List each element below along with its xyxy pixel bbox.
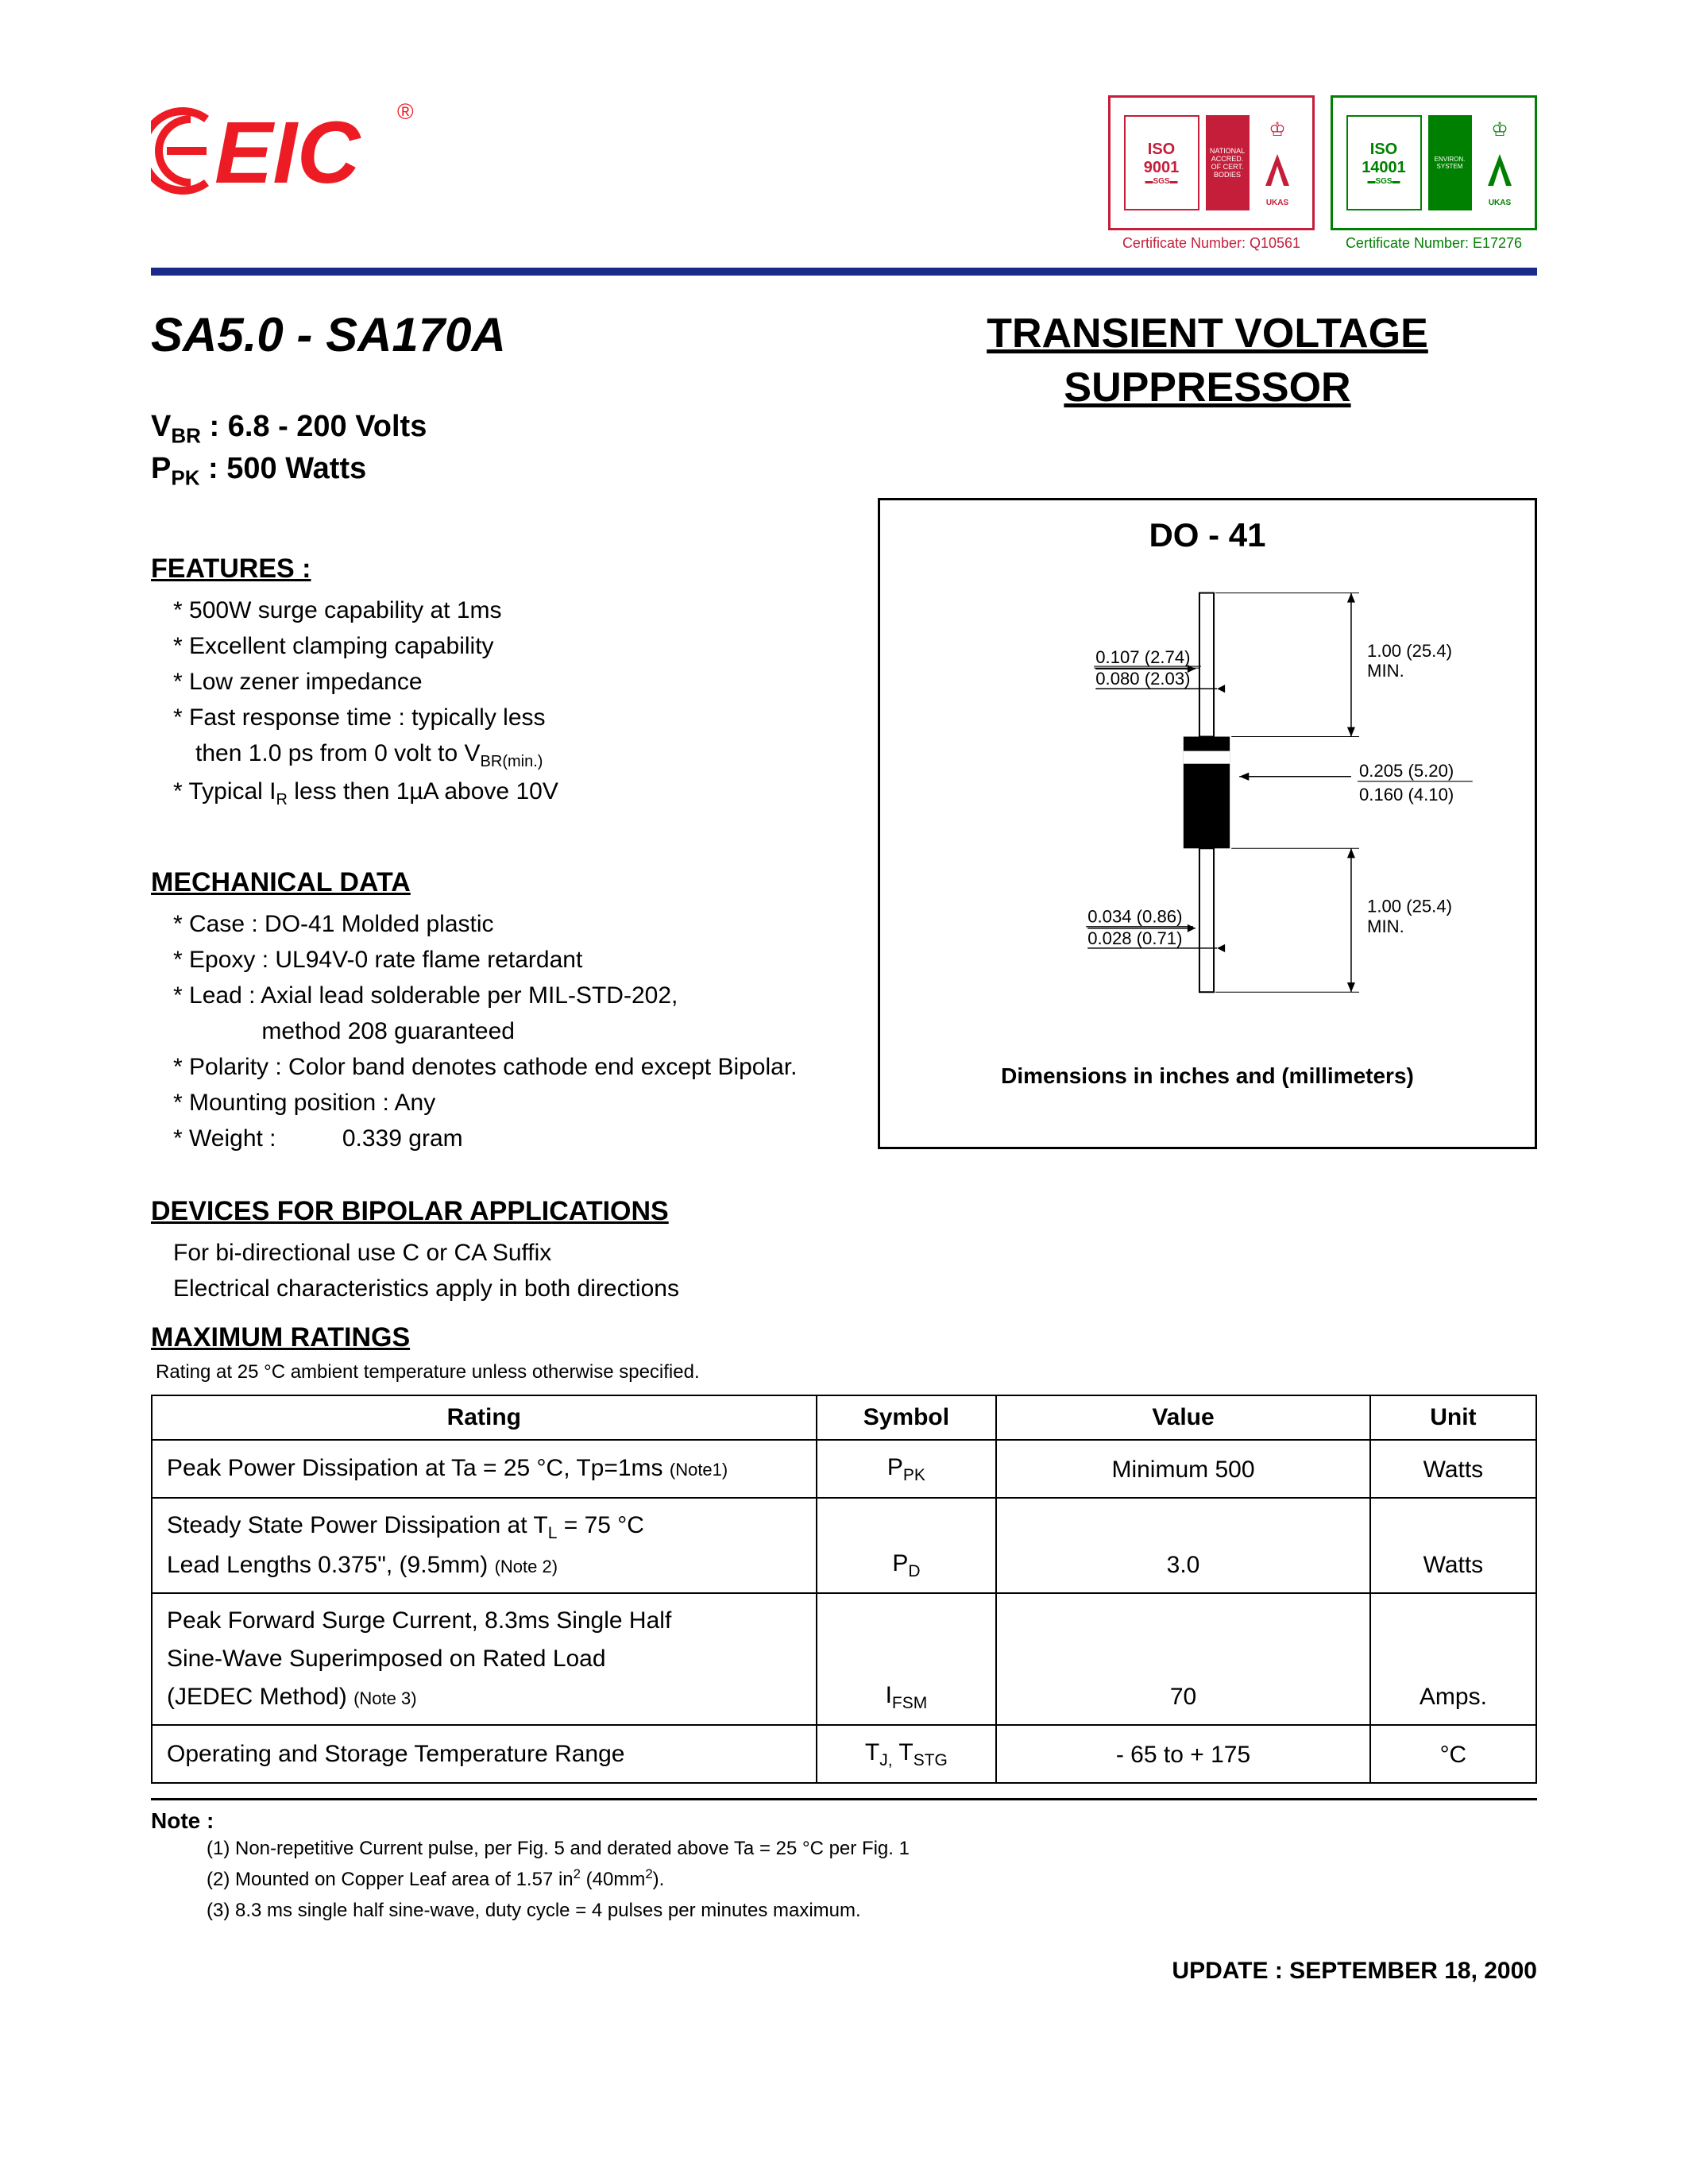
features-heading: FEATURES : xyxy=(151,554,830,585)
notes-list: (1) Non-repetitive Current pulse, per Fi… xyxy=(151,1834,1537,1926)
cell-symbol: PPK xyxy=(817,1440,997,1498)
part-number: SA5.0 - SA170A xyxy=(151,307,878,362)
col-value: Value xyxy=(996,1395,1370,1440)
cert-badges: ISO9001▬SGS▬ NATIONALACCRED.OF CERT.BODI… xyxy=(1108,95,1537,252)
list-item: * Excellent clamping capability xyxy=(151,628,830,664)
cell-value: Minimum 500 xyxy=(996,1440,1370,1498)
svg-text:0.107 (2.74): 0.107 (2.74) xyxy=(1095,647,1190,667)
features-list: * 500W surge capability at 1ms* Excellen… xyxy=(151,592,830,812)
note-item: (1) Non-repetitive Current pulse, per Fi… xyxy=(151,1834,1537,1864)
list-item: * Weight : 0.339 gram xyxy=(151,1121,830,1156)
cell-rating: Peak Forward Surge Current, 8.3ms Single… xyxy=(152,1593,817,1725)
notes-heading: Note : xyxy=(151,1808,1537,1834)
table-row: Peak Power Dissipation at Ta = 25 °C, Tp… xyxy=(152,1440,1536,1498)
page-header: EIC ® ISO9001▬SGS▬ NATIONALACCRED.OF CER… xyxy=(151,95,1537,252)
ppk-spec: PPK : 500 Watts xyxy=(151,452,878,491)
header-divider xyxy=(151,268,1537,276)
mechanical-list: * Case : DO-41 Molded plastic* Epoxy : U… xyxy=(151,906,830,1156)
svg-text:1.00 (25.4): 1.00 (25.4) xyxy=(1367,897,1452,916)
cert-iso9001: ISO9001▬SGS▬ NATIONALACCRED.OF CERT.BODI… xyxy=(1108,95,1315,252)
col-unit: Unit xyxy=(1370,1395,1536,1440)
table-row: Operating and Storage Temperature RangeT… xyxy=(152,1725,1536,1783)
svg-text:0.034 (0.86): 0.034 (0.86) xyxy=(1087,907,1182,927)
list-item: * Epoxy : UL94V-0 rate flame retardant xyxy=(151,942,830,978)
list-item: * Low zener impedance xyxy=(151,664,830,700)
diagram-caption: Dimensions in inches and (millimeters) xyxy=(904,1063,1511,1089)
ratings-table: Rating Symbol Value Unit Peak Power Diss… xyxy=(151,1395,1537,1784)
col-symbol: Symbol xyxy=(817,1395,997,1440)
bipolar-line1: For bi-directional use C or CA Suffix xyxy=(151,1235,830,1271)
vbr-spec: VBR : 6.8 - 200 Volts xyxy=(151,410,878,449)
note-item: (2) Mounted on Copper Leaf area of 1.57 … xyxy=(151,1864,1537,1895)
cell-rating: Operating and Storage Temperature Range xyxy=(152,1725,817,1783)
cell-unit: Watts xyxy=(1370,1498,1536,1594)
cell-value: 70 xyxy=(996,1593,1370,1725)
title-row: SA5.0 - SA170A VBR : 6.8 - 200 Volts PPK… xyxy=(151,307,1537,490)
cell-unit: Amps. xyxy=(1370,1593,1536,1725)
list-item: * Typical IR less then 1µA above 10V xyxy=(151,774,830,812)
package-name: DO - 41 xyxy=(904,516,1511,554)
svg-text:0.080 (2.03): 0.080 (2.03) xyxy=(1095,669,1190,689)
bipolar-heading: DEVICES FOR BIPOLAR APPLICATIONS xyxy=(151,1196,830,1227)
table-row: Peak Forward Surge Current, 8.3ms Single… xyxy=(152,1593,1536,1725)
svg-text:MIN.: MIN. xyxy=(1367,916,1404,936)
svg-text:®: ® xyxy=(397,99,414,124)
update-date: UPDATE : SEPTEMBER 18, 2000 xyxy=(151,1958,1537,1985)
ratings-heading: MAXIMUM RATINGS xyxy=(151,1322,1537,1353)
cell-symbol: IFSM xyxy=(817,1593,997,1725)
list-item: * Lead : Axial lead solderable per MIL-S… xyxy=(151,978,830,1049)
svg-text:0.028 (0.71): 0.028 (0.71) xyxy=(1087,928,1182,948)
note-item: (3) 8.3 ms single half sine-wave, duty c… xyxy=(151,1896,1537,1926)
notes-divider xyxy=(151,1798,1537,1800)
product-title: TRANSIENT VOLTAGESUPPRESSOR xyxy=(878,307,1537,415)
cell-rating: Peak Power Dissipation at Ta = 25 °C, Tp… xyxy=(152,1440,817,1498)
table-header-row: Rating Symbol Value Unit xyxy=(152,1395,1536,1440)
cell-symbol: TJ, TSTG xyxy=(817,1725,997,1783)
svg-text:EIC: EIC xyxy=(214,104,361,202)
list-item: * Case : DO-41 Molded plastic xyxy=(151,906,830,942)
svg-text:0.205 (5.20): 0.205 (5.20) xyxy=(1359,761,1454,781)
package-diagram: DO - 41 0.107 (2.74) 0.080 (2.03) xyxy=(878,498,1537,1149)
col-rating: Rating xyxy=(152,1395,817,1440)
cell-value: 3.0 xyxy=(996,1498,1370,1594)
cell-rating: Steady State Power Dissipation at TL = 7… xyxy=(152,1498,817,1594)
list-item: * 500W surge capability at 1ms xyxy=(151,592,830,628)
cert-iso14001: ISO14001▬SGS▬ ENVIRON.SYSTEM ♔ UKAS Cert… xyxy=(1331,95,1537,252)
cell-symbol: PD xyxy=(817,1498,997,1594)
svg-text:1.00 (25.4): 1.00 (25.4) xyxy=(1367,641,1452,661)
bipolar-line2: Electrical characteristics apply in both… xyxy=(151,1271,830,1306)
list-item: * Polarity : Color band denotes cathode … xyxy=(151,1049,830,1085)
table-row: Steady State Power Dissipation at TL = 7… xyxy=(152,1498,1536,1594)
ratings-condition: Rating at 25 °C ambient temperature unle… xyxy=(151,1361,1537,1383)
cell-unit: Watts xyxy=(1370,1440,1536,1498)
cert2-label: Certificate Number: E17276 xyxy=(1331,235,1537,252)
logo: EIC ® xyxy=(151,95,429,210)
svg-text:MIN.: MIN. xyxy=(1367,661,1404,681)
list-item: * Fast response time : typically less th… xyxy=(151,700,830,774)
cert1-label: Certificate Number: Q10561 xyxy=(1108,235,1315,252)
svg-text:0.160 (4.10): 0.160 (4.10) xyxy=(1359,785,1454,805)
list-item: * Mounting position : Any xyxy=(151,1085,830,1121)
cell-unit: °C xyxy=(1370,1725,1536,1783)
cell-value: - 65 to + 175 xyxy=(996,1725,1370,1783)
mechanical-heading: MECHANICAL DATA xyxy=(151,867,830,898)
